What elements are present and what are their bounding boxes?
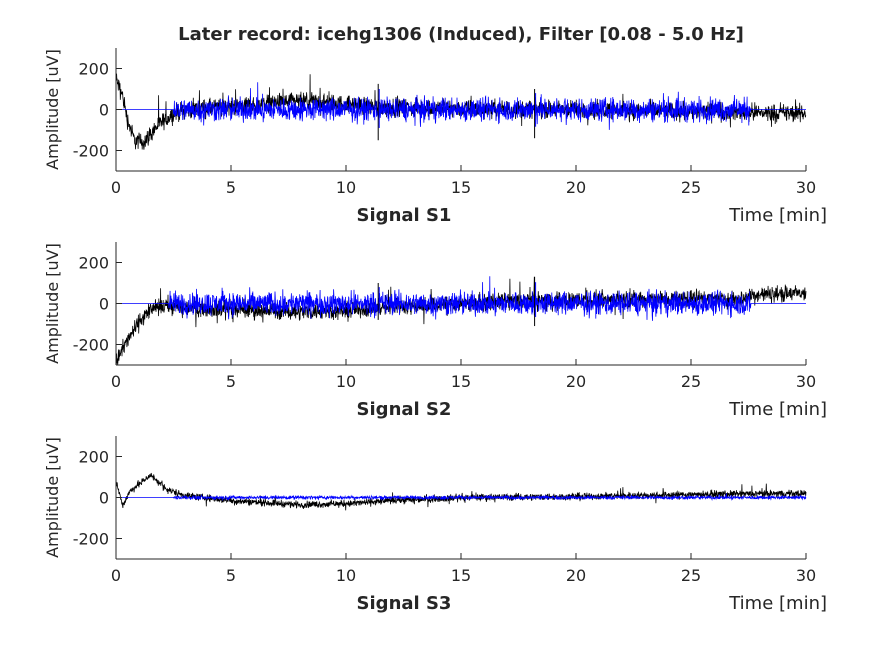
x-axis-label: Signal S2 xyxy=(357,399,452,420)
x-tick-label: 15 xyxy=(451,566,471,585)
y-tick-label: 0 xyxy=(99,295,109,314)
chart-title: Later record: icehg1306 (Induced), Filte… xyxy=(178,24,744,45)
y-tick-label: -200 xyxy=(73,142,109,161)
raw-signal-line-3 xyxy=(115,472,807,511)
x-tick-label: 10 xyxy=(336,566,356,585)
x-tick-label: 15 xyxy=(451,178,471,197)
filtered-signal-line-3 xyxy=(116,493,807,502)
x-tick-label: 25 xyxy=(681,566,701,585)
x-tick-label: 30 xyxy=(796,178,816,197)
x-unit-label: Time [min] xyxy=(728,399,827,420)
y-axis-label: Amplitude [uV] xyxy=(43,437,62,558)
x-tick-label: 30 xyxy=(796,372,816,391)
x-tick-label: 10 xyxy=(336,372,356,391)
x-unit-label: Time [min] xyxy=(728,205,827,226)
x-tick-label: 25 xyxy=(681,178,701,197)
x-tick-label: 0 xyxy=(111,566,121,585)
x-tick-label: 20 xyxy=(566,178,586,197)
x-tick-label: 0 xyxy=(111,372,121,391)
x-tick-label: 30 xyxy=(796,566,816,585)
y-tick-label: -200 xyxy=(73,336,109,355)
y-tick-label: 0 xyxy=(99,101,109,120)
x-tick-label: 20 xyxy=(566,372,586,391)
y-axis-label: Amplitude [uV] xyxy=(43,49,62,170)
y-tick-label: 200 xyxy=(78,254,109,273)
y-axis-label: Amplitude [uV] xyxy=(43,243,62,364)
x-tick-label: 5 xyxy=(226,566,236,585)
y-tick-label: 0 xyxy=(99,489,109,508)
x-tick-label: 0 xyxy=(111,178,121,197)
x-tick-label: 10 xyxy=(336,178,356,197)
y-tick-label: 200 xyxy=(78,448,109,467)
x-unit-label: Time [min] xyxy=(728,593,827,614)
x-axis-label: Signal S3 xyxy=(357,593,452,614)
x-tick-label: 20 xyxy=(566,566,586,585)
x-axis-label: Signal S1 xyxy=(357,205,452,226)
y-tick-label: 200 xyxy=(78,60,109,79)
raw-signal-line-2 xyxy=(115,276,807,366)
filtered-signal-line-2 xyxy=(116,276,806,321)
x-tick-label: 5 xyxy=(226,372,236,391)
y-tick-label: -200 xyxy=(73,530,109,549)
x-tick-label: 25 xyxy=(681,372,701,391)
x-tick-label: 15 xyxy=(451,372,471,391)
filtered-signal-line-1 xyxy=(116,82,806,130)
x-tick-label: 5 xyxy=(226,178,236,197)
